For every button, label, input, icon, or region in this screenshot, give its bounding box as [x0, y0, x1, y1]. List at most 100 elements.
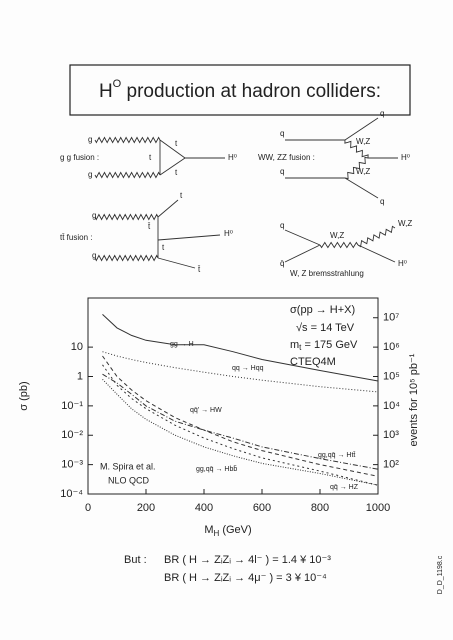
plot-frame: [87, 297, 379, 495]
quark-line: [284, 244, 321, 263]
diagram-label: W,Z: [356, 137, 370, 146]
series-line: [102, 355, 379, 477]
y-axis-label: σ (pb): [18, 381, 30, 410]
diagram-label: W,Z: [398, 219, 412, 228]
diagram-label: q: [280, 221, 284, 230]
diagram-label: t: [175, 139, 178, 148]
quark-line: [344, 177, 379, 199]
series-label: gg,qq̄ → Htt̄: [318, 451, 355, 459]
diagram-label: H⁰: [228, 153, 237, 162]
x-tick-label: 1000: [366, 502, 390, 514]
diagram-label: g: [92, 251, 96, 260]
wavy-line: [344, 139, 369, 159]
diagram-label: q: [380, 109, 384, 118]
diagram-label: H⁰: [401, 153, 410, 162]
diagram-label: t̄: [147, 222, 151, 231]
diagram-label: t: [175, 168, 178, 177]
series-label: qq̄' → HW: [190, 407, 222, 414]
higgs-line: [357, 244, 396, 263]
x-axis-label: MH (GeV): [204, 524, 251, 538]
x-label-base: M: [204, 524, 213, 536]
series-line: [102, 378, 379, 486]
series-label: qq̄ → HZ: [330, 484, 359, 491]
y-tick-label: 10⁻⁴: [60, 488, 83, 500]
y2-tick-label: 10⁶: [383, 341, 400, 353]
diagram-caption: tt̄ fusion :: [60, 233, 92, 242]
diagram-label: t: [149, 153, 152, 162]
diagram-label: t: [180, 191, 183, 200]
side-note: D_D_1198.c: [437, 555, 444, 594]
annotation: M. Spira et al.: [100, 461, 156, 471]
series-label: gg,qq̄ → Hbb̄: [196, 465, 237, 473]
diagram-label: q: [380, 197, 384, 206]
quark-line: [159, 157, 186, 176]
x-tick-label: 200: [137, 502, 155, 514]
diagram-labels: g g fusion : g g t t t H⁰ WW, ZZ fusion …: [60, 109, 412, 278]
y2-tick-label: 10³: [383, 429, 399, 441]
wavy-line: [344, 156, 369, 180]
x-tick-label: 600: [253, 502, 271, 514]
diagram-caption: WW, ZZ fusion :: [258, 153, 315, 162]
diagram-label: t: [162, 243, 165, 252]
y2-axis-label: events for 10⁵ pb⁻¹: [408, 353, 420, 446]
series-label: qq → Hqq: [232, 365, 264, 372]
y2-tick-label: 10⁷: [383, 312, 399, 324]
diagram-label: H⁰: [224, 229, 233, 238]
diagram-label: g: [92, 211, 96, 220]
quark-line: [157, 199, 179, 218]
x-label-rest: (GeV): [219, 524, 251, 536]
wavy-line: [94, 213, 159, 221]
diagram-label: H⁰: [398, 259, 407, 268]
diagram-label: t̄: [197, 265, 201, 274]
annotation: mt = 175 GeV: [290, 339, 358, 352]
diagram-label: q: [280, 129, 284, 138]
y-tick-label: 10⁻¹: [61, 400, 83, 412]
diagram-caption: g g fusion :: [60, 153, 99, 162]
annotation: √s = 14 TeV: [296, 322, 355, 334]
y-tick-label: 10⁻²: [61, 429, 83, 441]
footer-but: But :: [124, 554, 147, 566]
y2-tick-label: 10⁴: [383, 400, 400, 412]
title-box: [69, 64, 411, 116]
wavy-line: [94, 136, 161, 144]
diagram-label: W,Z: [356, 167, 370, 176]
x-label-sub: H: [213, 529, 219, 538]
annotation: σ(pp → H+X): [290, 304, 355, 316]
diagram-label: g: [88, 170, 92, 179]
diagram-label: W,Z: [330, 231, 344, 240]
title-base: H: [99, 81, 113, 102]
quark-line: [344, 117, 379, 141]
y-tick-label: 10: [71, 341, 83, 353]
mt-rest: = 175 GeV: [301, 339, 358, 351]
wavy-line: [94, 254, 159, 262]
mt-sub: t: [299, 343, 302, 352]
diagram-label: g: [88, 135, 92, 144]
series-label: gg → H: [170, 341, 194, 348]
annotation: NLO QCD: [108, 475, 150, 485]
series-line: [102, 314, 379, 382]
quark-line: [284, 229, 321, 246]
diagram-caption: W, Z bremsstrahlung: [290, 269, 364, 278]
wavy-line: [319, 241, 359, 249]
diagram-label: q: [280, 167, 284, 176]
y-tick-label: 1: [77, 370, 83, 382]
series-line: [102, 373, 379, 470]
y2-tick-label: 10²: [383, 459, 399, 471]
footer-line: BR ( H → ZᵢZᵢ → 4μ⁻ ) = 3 ¥ 10⁻⁴: [164, 572, 327, 584]
diagrams: [157, 117, 398, 269]
y-tick-label: 10⁻³: [61, 459, 83, 471]
x-tick-label: 800: [311, 502, 329, 514]
diagram-label: q̄: [280, 259, 285, 268]
title: HO production at hadron colliders:: [99, 78, 381, 102]
quark-line: [159, 139, 186, 159]
quark-line: [157, 257, 196, 269]
y2-tick-label: 10⁵: [383, 370, 400, 382]
footer-line: BR ( H → ZᵢZᵢ → 4l⁻ ) = 1.4 ¥ 10⁻³: [164, 554, 331, 566]
mt-base: m: [290, 339, 299, 351]
x-tick-label: 400: [195, 502, 213, 514]
wavy-line: [357, 225, 396, 248]
title-rest: production at hadron colliders:: [121, 81, 381, 102]
title-sup: O: [113, 78, 122, 90]
x-tick-label: 0: [85, 502, 91, 514]
